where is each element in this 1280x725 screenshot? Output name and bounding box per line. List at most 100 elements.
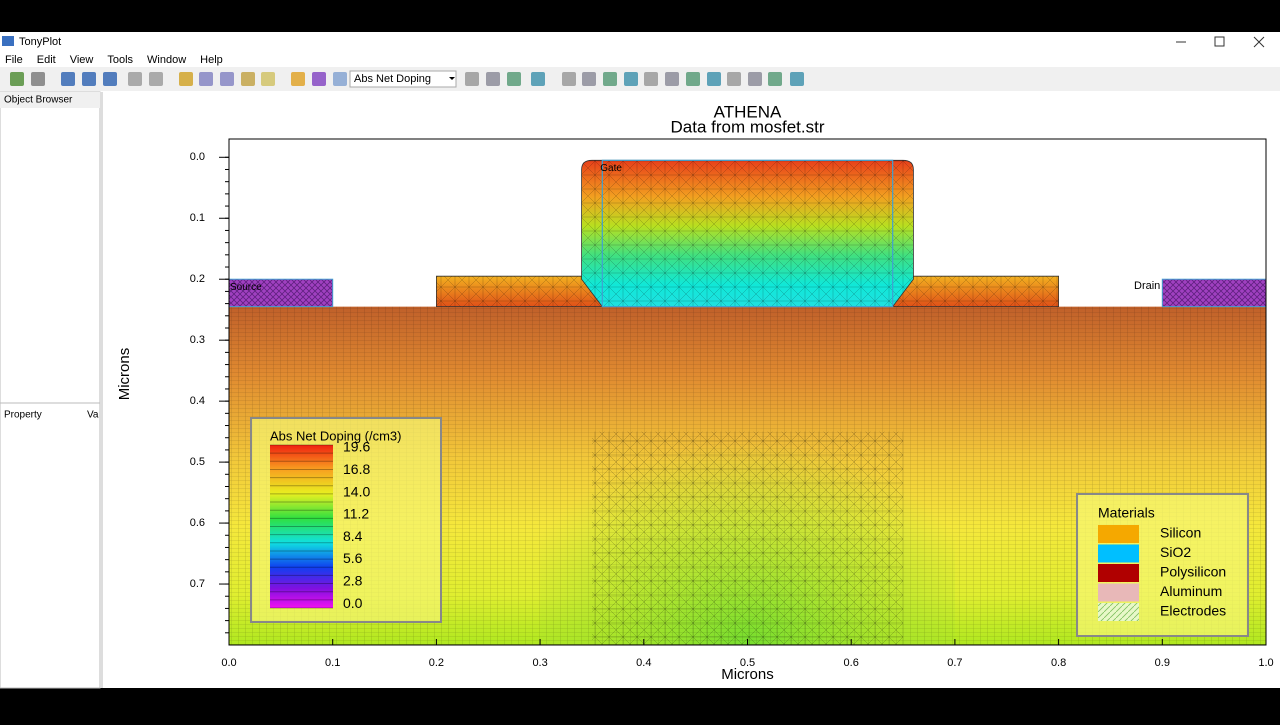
material-swatch xyxy=(1098,564,1139,582)
toolbar-icons xyxy=(10,72,804,86)
gate-mesh xyxy=(581,160,914,307)
x-axis-label: Microns xyxy=(721,666,774,683)
x-tick-label: 0.0 xyxy=(221,657,236,669)
electrode-hatch xyxy=(1161,278,1267,308)
y-tick-label: 0.1 xyxy=(190,212,205,224)
toolbar-button[interactable] xyxy=(31,72,45,86)
toolbar-button[interactable] xyxy=(562,72,576,86)
material-swatch xyxy=(1098,603,1139,621)
material-label: SiO2 xyxy=(1160,544,1191,560)
toolbar-button[interactable] xyxy=(179,72,193,86)
toolbar-button[interactable] xyxy=(10,72,24,86)
y-tick-label: 0.4 xyxy=(190,395,205,407)
toolbar-button[interactable] xyxy=(333,72,347,86)
x-tick-label: 0.9 xyxy=(1155,657,1170,669)
doping-legend-label: 19.6 xyxy=(343,439,370,455)
doping-legend-label: 5.6 xyxy=(343,550,363,566)
toolbar-button[interactable] xyxy=(128,72,142,86)
toolbar-button[interactable] xyxy=(465,72,479,86)
dropdown[interactable] xyxy=(349,70,457,88)
toolbar-button[interactable] xyxy=(486,72,500,86)
dropdown-text: Abs Net Doping xyxy=(354,73,431,85)
property-label: Property xyxy=(4,410,42,421)
toolbar xyxy=(0,67,1280,91)
doping-legend-title: Abs Net Doping (/cm3) xyxy=(270,428,402,443)
x-tick-label: 0.2 xyxy=(429,657,444,669)
y-tick-label: 0.6 xyxy=(190,517,205,529)
toolbar-button[interactable] xyxy=(291,72,305,86)
toolbar-button[interactable] xyxy=(149,72,163,86)
x-tick-label: 0.6 xyxy=(844,657,859,669)
menu-item[interactable]: File xyxy=(5,54,23,66)
plot-title: ATHENA xyxy=(714,102,782,121)
material-label: Polysilicon xyxy=(1160,564,1226,580)
window-controls[interactable] xyxy=(1176,36,1265,48)
object-browser-label: Object Browser xyxy=(4,95,73,106)
toolbar-button[interactable] xyxy=(790,72,804,86)
toolbar-button[interactable] xyxy=(220,72,234,86)
material-swatch xyxy=(1098,525,1139,543)
left-panel xyxy=(0,91,101,689)
toolbar-button[interactable] xyxy=(531,72,545,86)
toolbar-button[interactable] xyxy=(768,72,782,86)
dropdown-arrow xyxy=(449,77,455,80)
doping-legend-label: 8.4 xyxy=(343,528,363,544)
doping-legend-label: 16.8 xyxy=(343,461,370,477)
y-tick-label: 0.2 xyxy=(190,273,205,285)
material-swatch xyxy=(1098,544,1139,563)
x-tick-label: 1.0 xyxy=(1258,657,1273,669)
app-icon xyxy=(2,36,14,46)
menu-item[interactable]: Window xyxy=(147,54,186,66)
toolbar-button[interactable] xyxy=(82,72,96,86)
x-tick-label: 0.1 xyxy=(325,657,340,669)
toolbar-button[interactable] xyxy=(686,72,700,86)
doping-legend-label: 14.0 xyxy=(343,483,370,499)
material-swatch xyxy=(1098,583,1139,602)
toolbar-button[interactable] xyxy=(199,72,213,86)
menu-bar: File Edit View Tools Window Help xyxy=(5,54,223,66)
electrode-label: Source xyxy=(230,282,262,293)
x-tick-label: 0.5 xyxy=(740,657,755,669)
plot-subtitle: Data from mosfet.str xyxy=(671,117,825,136)
menu-item[interactable]: View xyxy=(70,54,94,66)
channel-mesh xyxy=(591,431,904,645)
toolbar-button[interactable] xyxy=(644,72,658,86)
menu-item[interactable]: Edit xyxy=(37,54,56,66)
materials-legend-title: Materials xyxy=(1098,505,1155,521)
toolbar-button[interactable] xyxy=(261,72,275,86)
menu-item[interactable]: Tools xyxy=(107,54,133,66)
color-bar xyxy=(270,445,333,608)
toolbar-button[interactable] xyxy=(582,72,596,86)
material-label: Aluminum xyxy=(1160,583,1222,599)
toolbar-button[interactable] xyxy=(707,72,721,86)
x-tick-label: 0.4 xyxy=(636,657,651,669)
value-label: Va xyxy=(87,410,99,421)
toolbar-button[interactable] xyxy=(624,72,638,86)
gate-electrode xyxy=(601,159,894,308)
toolbar-button[interactable] xyxy=(61,72,75,86)
material-label: Silicon xyxy=(1160,525,1201,541)
y-tick-label: 0.5 xyxy=(190,456,205,468)
toolbar-button[interactable] xyxy=(103,72,117,86)
x-tick-label: 0.3 xyxy=(532,657,547,669)
panel-header xyxy=(0,92,100,108)
toolbar-button[interactable] xyxy=(312,72,326,86)
doping-legend-label: 11.2 xyxy=(343,506,369,522)
y-tick-label: 0.0 xyxy=(190,151,205,163)
doping-legend-label: 2.8 xyxy=(343,573,363,589)
toolbar-button[interactable] xyxy=(727,72,741,86)
toolbar-button[interactable] xyxy=(665,72,679,86)
y-tick-label: 0.7 xyxy=(190,578,205,590)
y-axis-label: Microns xyxy=(116,348,133,401)
menu-item[interactable]: Help xyxy=(200,54,223,66)
window-title: TonyPlot xyxy=(19,36,61,48)
toolbar-button[interactable] xyxy=(748,72,762,86)
toolbar-button[interactable] xyxy=(241,72,255,86)
toolbar-button[interactable] xyxy=(603,72,617,86)
doping-legend-label: 0.0 xyxy=(343,595,363,611)
x-tick-label: 0.8 xyxy=(1051,657,1066,669)
x-tick-label: 0.7 xyxy=(947,657,962,669)
toolbar-button[interactable] xyxy=(507,72,521,86)
